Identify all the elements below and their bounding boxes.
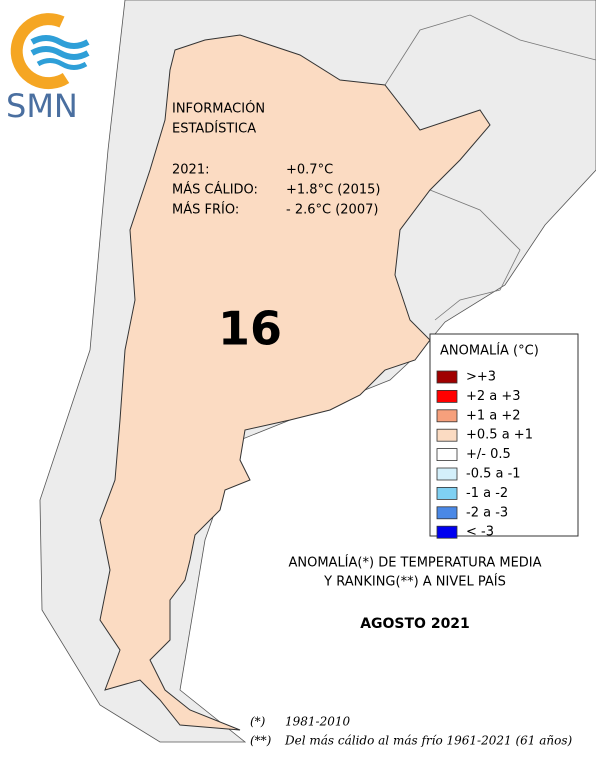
footnote-mark: (**) <box>250 734 272 748</box>
info-value: +1.8°C (2015) <box>286 183 381 198</box>
info-title: INFORMACIÓN <box>172 101 265 117</box>
caption-period: AGOSTO 2021 <box>360 616 470 632</box>
logo-wave <box>36 58 88 70</box>
info-value: +0.7°C <box>286 163 333 178</box>
legend: ANOMALÍA (°C) >+3 +2 a +3 +1 a +2 +0.5 a +1… <box>429 333 579 540</box>
info-label: MÁS FRÍO: <box>172 202 239 218</box>
ranking: 16 <box>218 302 282 356</box>
footnote-mark: (*) <box>250 715 266 729</box>
logo-arc <box>10 13 70 90</box>
legend-label: < -3 <box>466 525 494 540</box>
legend-swatch <box>436 486 458 500</box>
footnote-text: 1981-2010 <box>285 715 350 729</box>
caption: ANOMALÍA(*) DE TEMPERATURA MEDIA Y RANKI… <box>288 555 541 633</box>
info-value: - 2.6°C (2007) <box>286 203 378 218</box>
legend-swatch <box>436 467 458 481</box>
logo-wave <box>30 46 90 60</box>
legend-label: -2 a -3 <box>466 505 508 520</box>
legend-title: ANOMALÍA (°C) <box>440 343 539 359</box>
footnote-text: Del más cálido al más frío 1961-2021 (61… <box>284 734 572 748</box>
legend-swatch <box>436 448 458 462</box>
info-block: INFORMACIÓN ESTADÍSTICA 2021: +0.7°C MÁS C… <box>172 101 381 218</box>
argentina <box>99 34 491 731</box>
logo-text: SMN <box>6 87 78 125</box>
legend-label: +2 a +3 <box>466 389 521 404</box>
logo-wave <box>30 35 90 49</box>
legend-label: >+3 <box>466 370 496 385</box>
legend-label: -1 a -2 <box>466 486 508 501</box>
legend-swatch <box>436 506 458 520</box>
legend-label: +0.5 a +1 <box>466 428 533 443</box>
border-line <box>384 14 596 86</box>
legend-label: +/- 0.5 <box>466 447 511 462</box>
legend-swatch <box>436 409 458 423</box>
legend-label: +1 a +2 <box>466 408 521 423</box>
logo: SMN <box>6 13 90 125</box>
footnotes: (*) 1981-2010 (**) Del más cálido al más… <box>250 715 572 748</box>
info-label: MÁS CÁLIDO: <box>172 182 258 198</box>
border-line <box>429 189 521 321</box>
info-label: 2021: <box>172 163 209 178</box>
legend-label: -0.5 a -1 <box>466 467 521 482</box>
legend-swatch <box>436 428 458 442</box>
info-title: ESTADÍSTICA <box>172 121 256 137</box>
legend-swatch <box>436 370 458 384</box>
caption-line: Y RANKING(**) A NIVEL PAÍS <box>323 574 506 590</box>
legend-swatch <box>436 389 458 403</box>
caption-line: ANOMALÍA(*) DE TEMPERATURA MEDIA <box>288 555 541 571</box>
legend-swatch <box>436 525 458 539</box>
